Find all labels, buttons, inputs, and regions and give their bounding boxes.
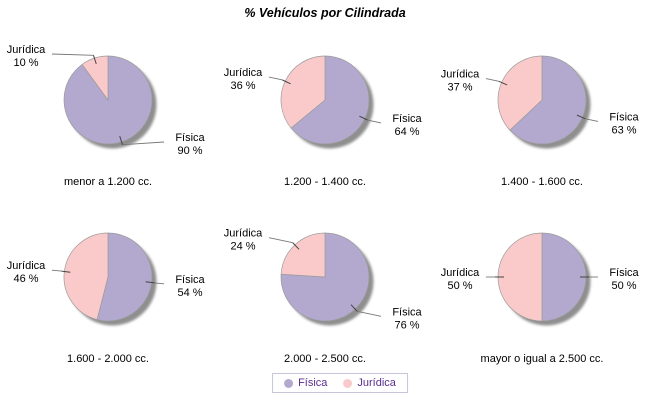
svg-text:36 %: 36 % [230, 80, 255, 92]
svg-text:50 %: 50 % [447, 280, 472, 292]
svg-text:Física: Física [392, 306, 422, 318]
legend-label-fisica: Física [298, 377, 328, 389]
legend-item-juridica: Jurídica [343, 377, 396, 389]
legend: Física Jurídica [272, 373, 408, 393]
pie-category-label: mayor o igual a 2.500 cc. [480, 353, 604, 365]
svg-text:46 %: 46 % [13, 273, 38, 285]
svg-text:Física: Física [175, 132, 205, 144]
legend-item-fisica: Física [284, 377, 327, 389]
svg-text:54 %: 54 % [177, 287, 202, 299]
svg-text:Jurídica: Jurídica [224, 228, 263, 240]
svg-text:Física: Física [175, 274, 205, 286]
chart-title: % Vehículos por Cilindrada [244, 6, 406, 20]
legend-swatch-fisica-icon [284, 378, 294, 388]
svg-text:Jurídica: Jurídica [441, 267, 480, 279]
svg-text:50 %: 50 % [611, 280, 636, 292]
pie-category-label: 1.200 - 1.400 cc. [284, 176, 366, 188]
svg-text:64 %: 64 % [394, 126, 419, 138]
svg-text:Física: Física [609, 267, 639, 279]
svg-text:63 %: 63 % [611, 124, 636, 136]
pie-category-label: 2.000 - 2.500 cc. [284, 353, 366, 365]
svg-text:76 %: 76 % [394, 319, 419, 331]
svg-text:Física: Física [392, 113, 422, 125]
svg-text:Jurídica: Jurídica [441, 69, 480, 81]
svg-text:10 %: 10 % [13, 57, 38, 69]
pie-category-label: menor a 1.200 cc. [63, 176, 153, 188]
svg-text:Física: Física [609, 111, 639, 123]
svg-text:Jurídica: Jurídica [224, 67, 263, 79]
legend-swatch-juridica-icon [343, 378, 353, 388]
svg-text:Jurídica: Jurídica [7, 44, 46, 56]
pie-category-label: 1.600 - 2.000 cc. [67, 353, 149, 365]
svg-text:Jurídica: Jurídica [7, 260, 46, 272]
svg-text:90 %: 90 % [177, 145, 202, 157]
pie-category-label: 1.400 - 1.600 cc. [501, 176, 583, 188]
legend-label-juridica: Jurídica [357, 377, 396, 389]
svg-text:24 %: 24 % [230, 241, 255, 253]
svg-text:37 %: 37 % [447, 82, 472, 94]
